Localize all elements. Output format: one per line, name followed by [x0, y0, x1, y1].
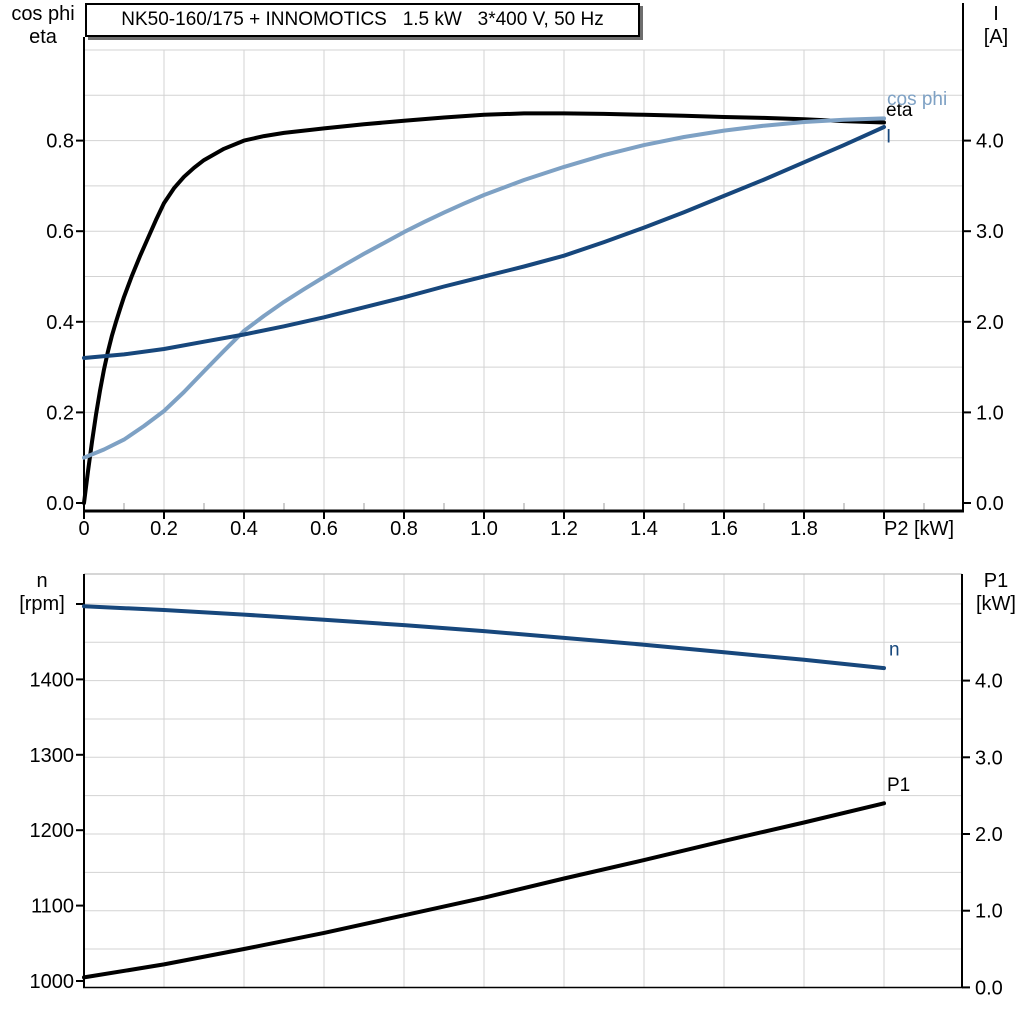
x-tick-label: 1.6 [710, 518, 738, 540]
top-chart-left-axis-title: cos phi eta [6, 3, 80, 49]
left-axis-title-line2: eta [29, 26, 57, 48]
right-axis-title-line1: P1 [983, 570, 1009, 592]
series-label-n: n [889, 640, 900, 661]
series-n [82, 604, 886, 671]
x-tick-label: 1.0 [470, 518, 498, 540]
left-tick-label: 0.2 [46, 402, 74, 424]
x-tick-label: 1.2 [550, 518, 578, 540]
left-tick-label: 1100 [31, 896, 74, 918]
right-tick-label: 0.0 [975, 977, 1003, 999]
x-tick-label: 0.4 [230, 518, 258, 540]
series-label-I: I [886, 127, 891, 148]
x-tick-label: 0 [78, 518, 89, 540]
left-axis-title-line2: [rpm] [19, 593, 65, 615]
right-tick-label: 3.0 [975, 747, 1003, 769]
left-tick-label: 0.6 [46, 221, 74, 243]
bottom-chart-right-axis-title: P1 [kW] [970, 570, 1022, 616]
x-axis-title: P2 [kW] [884, 518, 954, 540]
right-tick-label: 2.0 [975, 824, 1003, 846]
right-axis-title-line2: [kW] [976, 593, 1016, 615]
series-label-cos-phi: cos phi [887, 89, 947, 110]
left-tick-label: 1300 [30, 745, 75, 767]
right-axis-title-line1: I [993, 3, 999, 25]
x-tick-label: 1.4 [630, 518, 658, 540]
right-tick-label: 4.0 [976, 131, 1004, 153]
right-tick-label: 0.0 [976, 493, 1004, 515]
bottom-chart-left-axis-title: n [rpm] [4, 570, 80, 616]
top-chart-right-axis-title: I [A] [972, 3, 1020, 49]
right-tick-label: 2.0 [976, 312, 1004, 334]
left-tick-label: 1000 [30, 971, 75, 993]
left-tick-label: 1400 [30, 669, 75, 691]
x-tick-label: 1.8 [790, 518, 818, 540]
series-eta [82, 111, 886, 505]
left-tick-label: 0.4 [46, 312, 74, 334]
right-tick-label: 1.0 [975, 901, 1003, 923]
right-tick-label: 1.0 [976, 402, 1004, 424]
left-tick-label: 0.0 [46, 493, 74, 515]
right-tick-label: 3.0 [976, 221, 1004, 243]
left-tick-label: 1200 [30, 820, 75, 842]
x-tick-label: 0.6 [310, 518, 338, 540]
chart-title-box: NK50-160/175 + INNOMOTICS 1.5 kW 3*400 V… [85, 3, 640, 37]
right-axis-title-line2: [A] [983, 26, 1009, 48]
series-P1 [82, 801, 886, 980]
left-axis-title-line1: cos phi [11, 3, 75, 25]
x-tick-label: 0.8 [390, 518, 418, 540]
series-cos-phi [82, 116, 886, 460]
x-tick-label: 0.2 [150, 518, 178, 540]
series-label-P1: P1 [887, 775, 910, 796]
series-I [82, 125, 886, 360]
left-tick-label: 0.8 [46, 131, 74, 153]
series-label-eta: eta [886, 100, 913, 121]
left-axis-title-line1: n [36, 570, 48, 592]
right-tick-label: 4.0 [975, 671, 1003, 693]
